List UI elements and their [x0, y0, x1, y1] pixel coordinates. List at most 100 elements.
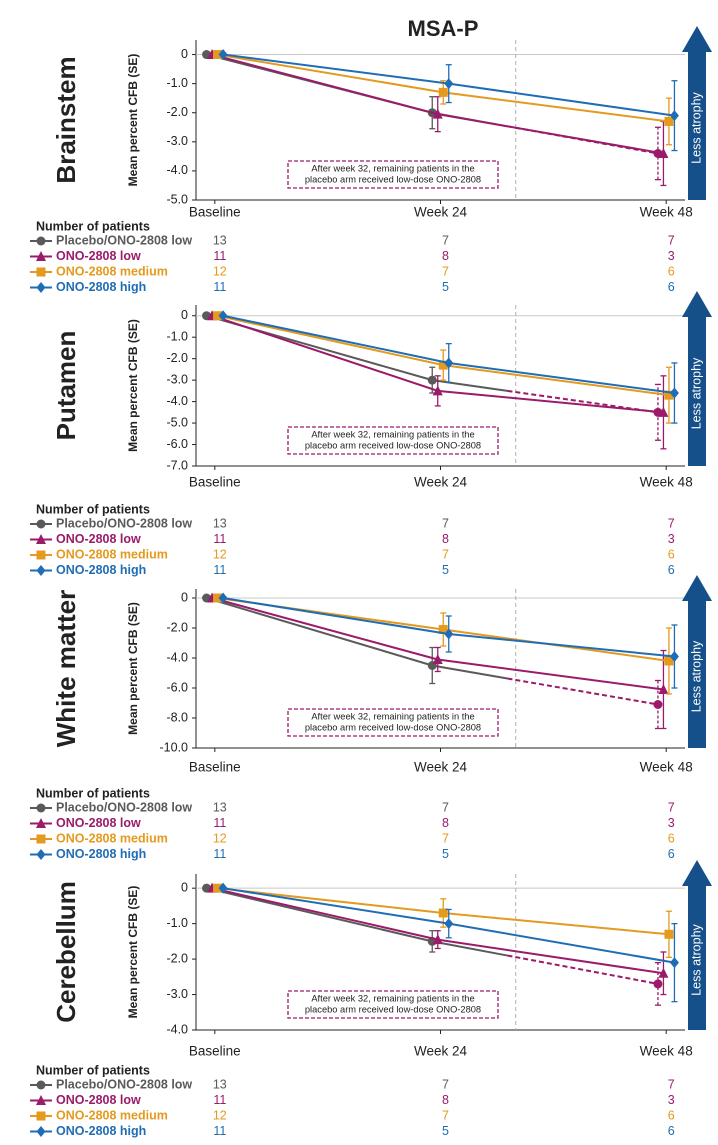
series-line — [206, 887, 433, 943]
legend-label: ONO-2808 medium — [56, 1108, 168, 1122]
arrow-head — [682, 26, 712, 52]
y-tick-label: 0 — [181, 47, 188, 61]
legend-marker — [36, 1126, 46, 1137]
data-point — [664, 390, 674, 400]
region-title: Putamen — [51, 331, 81, 441]
legend-marker — [36, 849, 46, 860]
annotation-text: placebo arm received low-dose ONO-2808 — [305, 440, 481, 450]
data-point — [658, 406, 669, 417]
arrow-label: Less atrophy — [689, 357, 703, 429]
data-point — [444, 78, 454, 90]
patient-count: 6 — [668, 563, 675, 577]
patient-count: 7 — [442, 1108, 449, 1122]
legend-label: ONO-2808 high — [56, 563, 146, 577]
y-tick-label: -2.0 — [166, 951, 188, 965]
x-tick-label: Baseline — [189, 1044, 241, 1059]
patient-count: 11 — [213, 563, 226, 577]
annotation-box — [287, 990, 499, 1019]
region-title: White matter — [51, 590, 81, 747]
patient-count: 6 — [668, 264, 675, 278]
series-line — [432, 379, 508, 392]
legend-marker — [36, 519, 46, 529]
patient-count: 11 — [213, 280, 226, 294]
y-tick-label: -7.0 — [166, 458, 188, 472]
patient-count: 8 — [442, 532, 449, 546]
y-tick-label: -3.0 — [166, 987, 188, 1001]
patient-count: 13 — [213, 1077, 227, 1091]
arrow-shaft — [688, 884, 706, 1030]
legend-title: Number of patients — [36, 219, 150, 233]
data-point — [669, 957, 679, 969]
data-point — [669, 387, 679, 399]
y-tick-label: -5.0 — [166, 192, 188, 206]
y-tick-label: -1.0 — [166, 916, 188, 930]
data-point — [669, 110, 679, 122]
legend-label: ONO-2808 low — [56, 816, 141, 830]
data-point — [432, 108, 443, 119]
patient-count: 7 — [442, 547, 449, 561]
legend-marker — [36, 550, 46, 560]
data-point — [664, 929, 674, 939]
legend-marker — [36, 534, 46, 544]
y-tick-label: -1.0 — [166, 76, 188, 90]
patient-count: 11 — [213, 816, 226, 830]
y-tick-label: -4.0 — [166, 394, 188, 408]
legend-title: Number of patients — [36, 786, 150, 800]
data-point — [213, 593, 223, 603]
arrow-head — [682, 575, 712, 601]
patient-count: 5 — [442, 847, 449, 861]
series-line — [206, 597, 433, 667]
patient-count: 6 — [668, 831, 675, 845]
patient-count: 12 — [213, 831, 227, 845]
y-tick-label: -6.0 — [166, 680, 188, 694]
series-line-after-switch — [507, 677, 659, 706]
patient-count: 3 — [668, 532, 675, 546]
y-axis-label: Mean percent CFB (SE) — [126, 319, 140, 452]
patient-count: 11 — [213, 1124, 226, 1138]
annotation-box — [287, 160, 499, 189]
legend-label: Placebo/ONO-2808 low — [56, 516, 192, 530]
series-line — [211, 597, 664, 691]
series-line-after-switch — [507, 389, 659, 414]
annotation-text: After week 32, remaining patients in the — [311, 163, 474, 173]
data-point — [664, 656, 674, 666]
arrow-shaft — [688, 50, 706, 200]
patient-count: 7 — [442, 233, 449, 247]
patient-count: 7 — [668, 1077, 675, 1091]
series-line-after-switch — [507, 954, 659, 985]
region-title: Cerebellum — [51, 881, 81, 1023]
x-tick-label: Baseline — [189, 205, 241, 220]
y-axis-label: Mean percent CFB (SE) — [126, 54, 140, 187]
patient-count: 5 — [442, 563, 449, 577]
data-point — [218, 310, 228, 322]
patient-count: 3 — [668, 249, 675, 263]
data-point — [438, 87, 448, 97]
y-tick-label: -4.0 — [166, 163, 188, 177]
patient-count: 6 — [668, 1108, 675, 1122]
arrow-label: Less atrophy — [689, 91, 703, 163]
data-point — [669, 651, 679, 662]
legend-marker — [36, 1095, 46, 1105]
annotation-text: placebo arm received low-dose ONO-2808 — [305, 174, 481, 184]
y-tick-label: -2.0 — [166, 620, 188, 634]
data-point — [664, 116, 674, 126]
patient-count: 7 — [442, 1077, 449, 1091]
data-point — [653, 979, 663, 989]
arrow-shaft — [688, 315, 706, 466]
annotation-box — [287, 426, 499, 455]
y-axis-label: Mean percent CFB (SE) — [126, 886, 140, 1019]
x-tick-label: Week 24 — [414, 205, 468, 220]
legend-marker — [36, 267, 46, 277]
data-point — [444, 628, 454, 640]
legend-marker — [36, 236, 46, 246]
patient-count: 7 — [442, 800, 449, 814]
legend-marker — [36, 834, 46, 844]
legend-label: ONO-2808 high — [56, 280, 146, 294]
patient-count: 3 — [668, 816, 675, 830]
y-tick-label: 0 — [181, 590, 188, 604]
legend-label: ONO-2808 low — [56, 249, 141, 263]
data-point — [438, 908, 448, 918]
patient-count: 11 — [213, 847, 226, 861]
data-point — [432, 934, 443, 945]
